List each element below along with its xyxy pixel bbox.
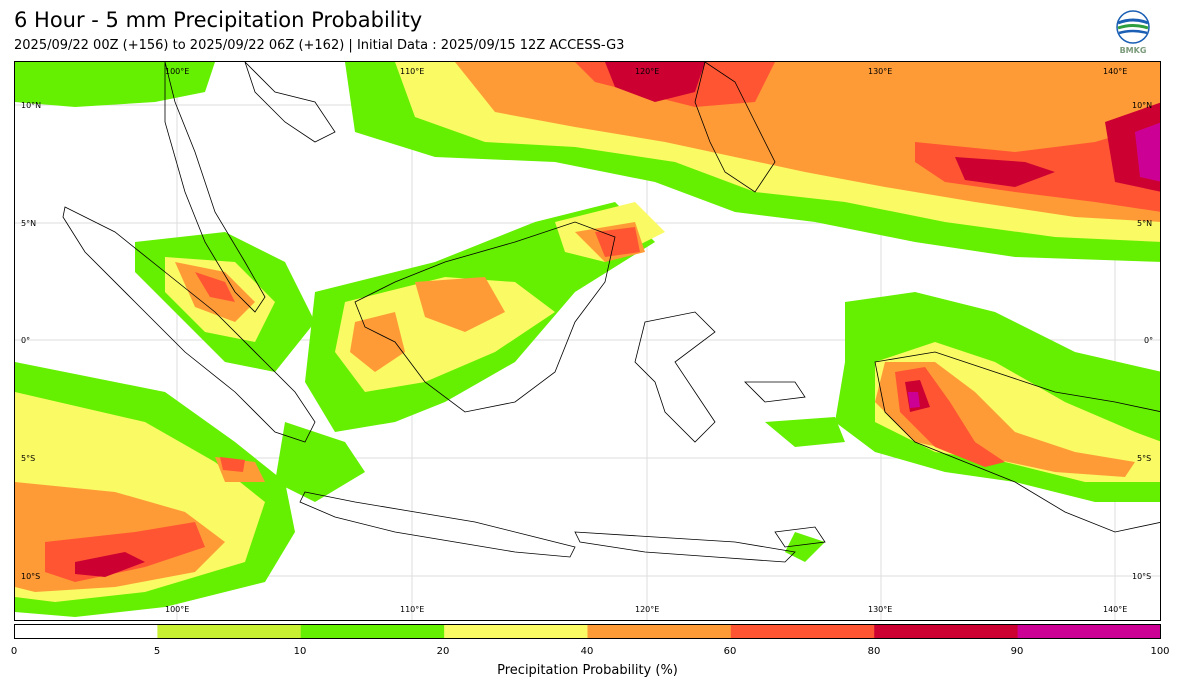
colorbar-tick: 40 [580, 646, 594, 657]
lon-label-bottom: 100°E [165, 605, 190, 614]
new-guinea-outline [874, 351, 1160, 533]
map-canvas [15, 62, 1160, 620]
colorbar-swatch [730, 624, 875, 639]
colorbar-swatches [14, 624, 1161, 639]
lat-label-right: 10°N [1132, 101, 1153, 110]
lat-label-left: 5°S [21, 454, 36, 463]
java-outline [299, 491, 576, 558]
precip-field-magenta [908, 122, 1160, 408]
sulawesi-outline [634, 311, 716, 443]
malay-peninsula-outline [164, 62, 266, 313]
colorbar-tick: 5 [153, 646, 161, 657]
lon-label-bottom: 110°E [400, 605, 425, 614]
lat-label-right: 5°S [1137, 454, 1152, 463]
colorbar-swatch [300, 624, 445, 639]
colorbar [14, 624, 1161, 639]
indochina-outline [244, 62, 336, 143]
colorbar-swatch [874, 624, 1019, 639]
colorbar-swatch [444, 624, 589, 639]
timor-outline [774, 526, 826, 548]
philippines-outline [694, 62, 776, 193]
lon-label-bottom: 130°E [868, 605, 893, 614]
colorbar-tick: 80 [867, 646, 881, 657]
lesser-sunda-outline [574, 531, 796, 563]
colorbar-tick: 20 [436, 646, 450, 657]
borneo-outline [354, 221, 616, 413]
map-subtitle: 2025/09/22 00Z (+156) to 2025/09/22 06Z … [14, 38, 625, 53]
colorbar-swatch [587, 624, 732, 639]
map-title: 6 Hour - 5 mm Precipitation Probability [14, 8, 423, 32]
colorbar-tick: 10 [293, 646, 307, 657]
lat-label-left: 5°N [21, 219, 37, 228]
colorbar-swatch [1017, 624, 1161, 639]
coastlines [62, 62, 1160, 563]
logo-text: BMKG [1120, 46, 1147, 55]
lat-label-right: 0° [1144, 336, 1154, 345]
lat-label-left: 10°N [21, 101, 42, 110]
lon-label-top: 100°E [165, 67, 190, 76]
lon-label-top: 110°E [400, 67, 425, 76]
lon-label-top: 130°E [868, 67, 893, 76]
maluku-outline [744, 381, 806, 403]
colorbar-swatch [157, 624, 302, 639]
colorbar-border [14, 624, 1161, 639]
lon-label-top: 120°E [635, 67, 660, 76]
lat-label-left: 0° [21, 336, 31, 345]
colorbar-tick: 100 [1150, 646, 1170, 657]
bmkg-logo: BMKG [1114, 10, 1152, 56]
lon-label-bottom: 140°E [1103, 605, 1128, 614]
colorbar-swatch [14, 624, 158, 639]
colorbar-tick: 90 [1010, 646, 1024, 657]
colorbar-tick: 0 [10, 646, 18, 657]
lat-label-right: 5°N [1137, 219, 1153, 228]
lon-label-top: 140°E [1103, 67, 1128, 76]
precipitation-map: 100°E 110°E 120°E 130°E 140°E 100°E 110°… [14, 61, 1161, 621]
lon-label-bottom: 120°E [635, 605, 660, 614]
lat-label-right: 10°S [1132, 572, 1152, 581]
colorbar-label: Precipitation Probability (%) [497, 663, 678, 678]
sumatra-outline [62, 206, 316, 443]
lat-label-left: 10°S [21, 572, 41, 581]
colorbar-tick: 60 [723, 646, 737, 657]
